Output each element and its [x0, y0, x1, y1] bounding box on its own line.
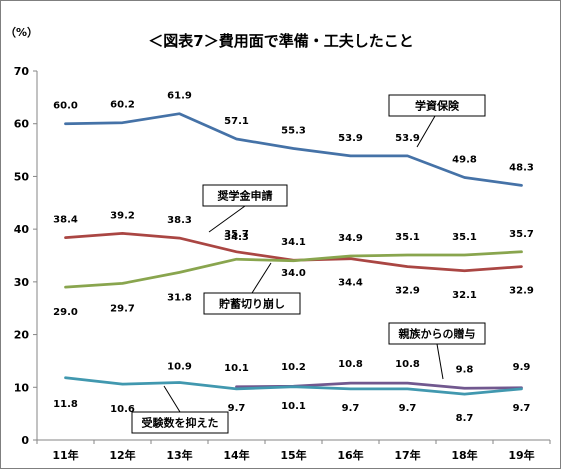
y-tick-label: 70 — [14, 65, 30, 78]
data-label: 10.1 — [281, 401, 306, 412]
data-label: 9.7 — [399, 403, 417, 414]
data-label: 34.0 — [281, 268, 306, 279]
y-tick-label: 60 — [14, 118, 30, 131]
data-label: 57.1 — [224, 116, 249, 127]
data-label: 55.3 — [281, 125, 306, 136]
data-label: 53.9 — [338, 133, 363, 144]
data-label: 10.8 — [395, 359, 420, 370]
x-tick-label: 14年 — [223, 448, 249, 462]
axes: 0 10 20 30 40 50 60 70 11年 12年 13年 14年 15年 16年 17年 18年 1… — [14, 65, 551, 462]
data-label: 10.8 — [338, 359, 363, 370]
x-tick-label: 19年 — [508, 448, 534, 462]
y-tick-label: 0 — [21, 434, 29, 447]
data-label: 35.1 — [395, 232, 420, 243]
series-lines — [64, 112, 523, 396]
y-tick-label: 50 — [14, 170, 30, 183]
callout-leader — [416, 115, 436, 148]
chart-title: ＜図表7＞費用面で準備・工夫したこと — [148, 32, 413, 50]
data-label: 48.3 — [509, 162, 534, 173]
series-line — [64, 376, 523, 396]
series-name-label: 学資保険 — [415, 99, 460, 113]
data-label: 32.9 — [509, 286, 534, 297]
data-label: 35.1 — [452, 232, 477, 243]
data-label: 8.7 — [456, 413, 474, 424]
data-label: 35.7 — [509, 229, 534, 240]
data-label: 60.0 — [53, 101, 78, 112]
series-line — [64, 250, 523, 289]
callout-box — [388, 322, 486, 345]
data-label: 10.1 — [224, 363, 249, 374]
data-label: 32.9 — [395, 286, 420, 297]
data-label: 49.8 — [452, 154, 477, 165]
callout-box — [131, 411, 229, 434]
data-label: 9.9 — [513, 362, 531, 373]
data-label: 61.9 — [167, 91, 192, 102]
data-label: 10.9 — [167, 362, 192, 373]
y-tick-label: 10 — [14, 381, 30, 394]
callout-box — [202, 184, 288, 207]
data-label: 35.7 — [224, 229, 249, 240]
callout-box — [203, 292, 301, 315]
data-label: 34.9 — [338, 233, 363, 244]
x-tick-label: 13年 — [166, 448, 192, 462]
x-tick-label: 17年 — [394, 448, 420, 462]
callout-leader — [208, 205, 246, 233]
series-line — [64, 112, 523, 187]
data-label: 11.8 — [53, 399, 78, 410]
data-label: 29.7 — [110, 303, 135, 314]
x-tick-label: 11年 — [52, 448, 78, 462]
callout-leader — [251, 262, 272, 294]
x-tick-label: 16年 — [337, 448, 363, 462]
data-label: 60.2 — [110, 100, 135, 111]
data-label: 34.1 — [281, 237, 306, 248]
x-tick-label: 15年 — [280, 448, 306, 462]
x-tick-label: 18年 — [451, 448, 477, 462]
data-label: 29.0 — [53, 307, 78, 318]
data-label: 10.2 — [281, 362, 306, 373]
data-label: 34.4 — [338, 278, 363, 289]
data-label: 39.2 — [110, 210, 135, 221]
series-name-label: 受験数を抑えた — [142, 416, 219, 430]
data-label: 34.3 — [224, 232, 249, 243]
data-label: 31.8 — [167, 292, 192, 303]
data-label: 53.9 — [395, 133, 420, 144]
series-name-label: 貯蓄切り崩し — [219, 297, 285, 311]
data-label: 38.3 — [167, 215, 192, 226]
series-name-label: 奨学金申請 — [217, 189, 273, 203]
y-tick-label: 30 — [14, 276, 30, 289]
data-label: 9.8 — [456, 364, 474, 375]
data-label: 9.7 — [513, 403, 531, 414]
data-label: 9.7 — [228, 403, 246, 414]
data-label: 38.4 — [53, 215, 78, 226]
callout-leader — [436, 343, 444, 380]
callout-leader — [163, 385, 181, 413]
x-tick-label: 12年 — [109, 448, 135, 462]
data-labels: 60.0 60.2 61.9 57.1 55.3 53.9 53.9 49.8 48.3 38.4… — [53, 91, 534, 424]
unit-label: （%） — [5, 26, 38, 39]
callout-box — [388, 94, 486, 117]
series-name-label: 親族からの贈与 — [399, 327, 476, 341]
data-label: 9.7 — [342, 403, 360, 414]
y-tick-label: 20 — [14, 329, 30, 342]
y-tick-label: 40 — [14, 223, 30, 236]
data-label: 32.1 — [452, 290, 477, 301]
data-label: 10.6 — [110, 404, 135, 415]
